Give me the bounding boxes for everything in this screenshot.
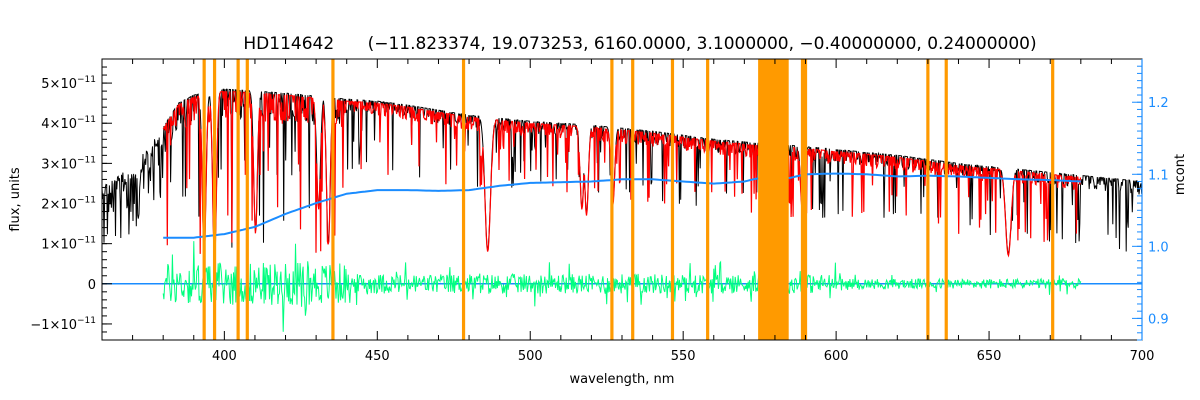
masked-line (331, 59, 335, 340)
series-residuals (162, 241, 1082, 332)
plot-content (102, 59, 1142, 340)
y-tick-label: −1×10−11 (30, 316, 96, 333)
y-tick-label: 2×10−11 (41, 196, 96, 213)
x-axis-label: wavelength, nm (570, 372, 675, 387)
chart-title: HD114642 (−11.823374, 19.073253, 6160.00… (243, 34, 1036, 54)
masked-line (926, 59, 930, 340)
x-tick-label: 400 (212, 349, 237, 364)
series-observed (102, 88, 1142, 259)
title-star: HD114642 (243, 34, 334, 54)
y2-tick-label: 1.1 (1148, 168, 1169, 183)
y2-tick-label: 1.2 (1148, 96, 1169, 111)
y-tick-label: 0 (88, 278, 96, 293)
y-tick-label: 4×10−11 (41, 115, 96, 132)
x-tick-label: 450 (365, 349, 390, 364)
masked-line (461, 59, 466, 340)
masked-band (758, 59, 789, 340)
masked-line (706, 59, 710, 340)
y2-axis-label: mcont (1173, 154, 1188, 195)
y2-tick-label: 1.0 (1148, 240, 1169, 255)
masked-line (803, 59, 808, 340)
masked-line (212, 59, 217, 340)
y-tick-label: 3×10−11 (41, 155, 96, 172)
y2-tick-label: 0.9 (1148, 312, 1169, 327)
masked-line (944, 59, 948, 340)
y-axis-label: flux, units (8, 167, 23, 232)
plot-area (102, 59, 1142, 340)
masked-line (245, 59, 249, 340)
x-tick-label: 500 (518, 349, 543, 364)
masked-line (202, 59, 206, 340)
x-tick-label: 600 (824, 349, 849, 364)
x-tick-label: 550 (671, 349, 696, 364)
y-tick-label: 1×10−11 (41, 236, 96, 253)
axes: 400 450 500 550 600 650 700 5×10−11 4×10−11 3×10−… (30, 58, 1169, 364)
masked-line (800, 59, 805, 340)
x-tick-label: 700 (1130, 349, 1155, 364)
masked-line (1051, 59, 1055, 340)
masked-line (236, 59, 240, 340)
masked-line (631, 59, 635, 340)
title-params: (−11.823374, 19.073253, 6160.0000, 3.100… (368, 34, 1037, 54)
masked-line (610, 59, 614, 340)
masked-line (670, 59, 675, 340)
y-tick-label: 5×10−11 (41, 75, 96, 92)
x-tick-label: 650 (977, 349, 1002, 364)
series-continuum (163, 172, 1081, 239)
